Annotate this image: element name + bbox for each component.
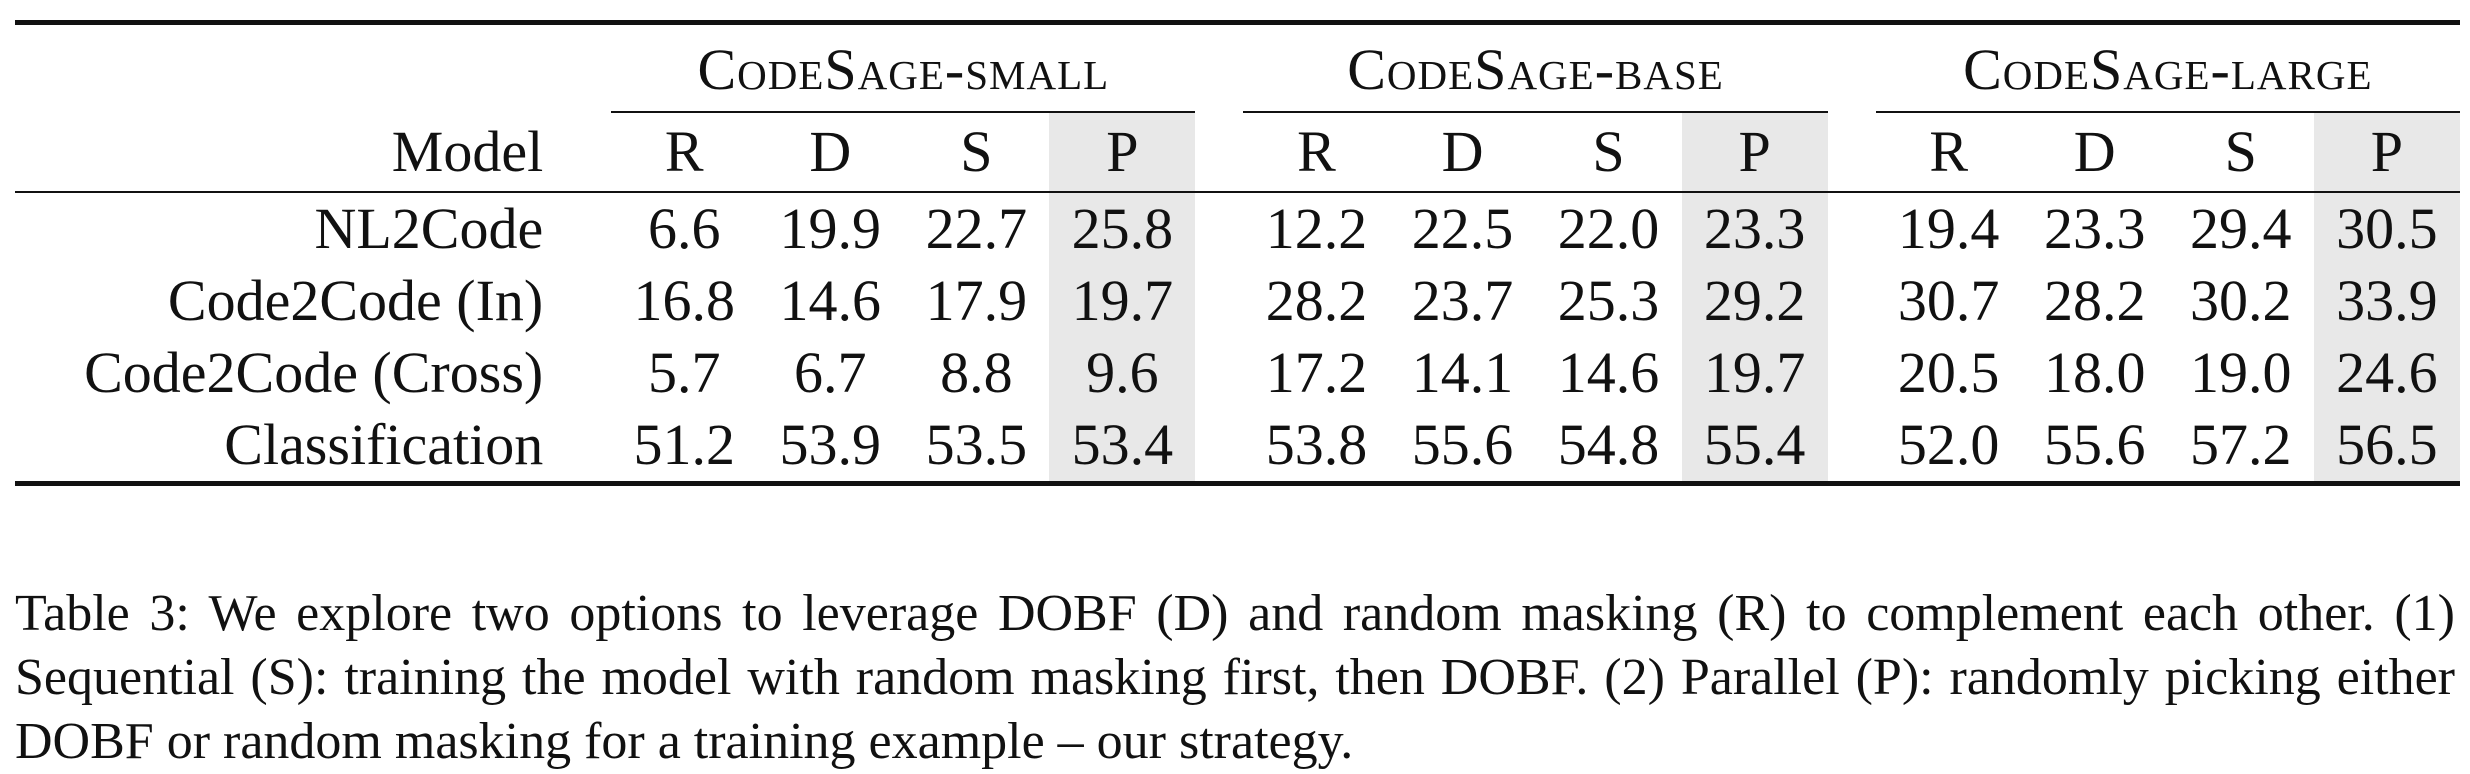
col-header-r: R: [1875, 113, 2022, 193]
table-cell: 23.3: [1681, 192, 1828, 265]
table-cell: 25.8: [1049, 192, 1196, 265]
table-cell: 33.9: [2313, 265, 2460, 337]
table-cell: 17.2: [1265, 340, 1368, 405]
col-header-s: S: [2167, 113, 2314, 193]
table-cell: 24.6: [2313, 337, 2460, 409]
top-rule: [15, 20, 2460, 27]
table-row: Code2Code (Cross) 5.7 6.7 8.8 9.6 17.2 1…: [15, 337, 2460, 409]
table-cell: 22.7: [925, 196, 1028, 261]
row-model-name: Code2Code (Cross): [84, 340, 544, 405]
column-header-row: Model R D S P R D S P R D S P: [15, 113, 2460, 193]
row-model-name: Classification: [224, 412, 544, 477]
col-header-r: R: [1243, 113, 1390, 193]
table-cell: 20.5: [1897, 340, 2000, 405]
table-cell: 14.1: [1411, 340, 1514, 405]
table-cell: 9.6: [1049, 337, 1196, 409]
table-cell: 19.7: [1049, 265, 1196, 337]
table-cell: 55.4: [1681, 409, 1828, 484]
col-header-d: D: [1389, 113, 1536, 193]
group-header-small: CodeSage-small: [611, 25, 1196, 113]
col-header-p: P: [1681, 113, 1828, 193]
model-column-header: Model: [15, 113, 564, 193]
table-cell: 22.5: [1411, 196, 1514, 261]
bottom-rule: [15, 481, 2460, 488]
table-row: Classification 51.2 53.9 53.5 53.4 53.8 …: [15, 409, 2460, 484]
col-header-s: S: [1535, 113, 1682, 193]
results-table: CodeSage-small CodeSage-base CodeSage-la…: [15, 20, 2460, 488]
group-header-row: CodeSage-small CodeSage-base CodeSage-la…: [15, 25, 2460, 113]
table-cell: 55.6: [2043, 412, 2146, 477]
table-cell: 18.0: [2043, 340, 2146, 405]
table-cell: 53.9: [779, 412, 882, 477]
row-model-name: NL2Code: [314, 196, 544, 261]
table-cell: 28.2: [2043, 268, 2146, 333]
col-header-s: S: [903, 113, 1050, 193]
table-cell: 29.4: [2190, 196, 2292, 261]
table-cell: 30.7: [1897, 268, 2000, 333]
table-cell: 8.8: [940, 340, 1013, 405]
table-cell: 22.0: [1557, 196, 1660, 261]
table-cell: 53.8: [1265, 412, 1368, 477]
table-cell: 14.6: [779, 268, 882, 333]
table-cell: 5.7: [648, 340, 721, 405]
col-header-r: R: [611, 113, 758, 193]
table-cell: 14.6: [1557, 340, 1660, 405]
table-cell: 19.9: [779, 196, 882, 261]
table-cell: 52.0: [1897, 412, 2000, 477]
table-caption: Table 3: We explore two options to lever…: [15, 585, 2455, 770]
table-cell: 16.8: [633, 268, 736, 333]
group-header-large: CodeSage-large: [1875, 25, 2460, 113]
col-header-p: P: [1049, 113, 1196, 193]
table-cell: 55.6: [1411, 412, 1514, 477]
table-cell: 23.7: [1411, 268, 1514, 333]
table-cell: 53.5: [925, 412, 1028, 477]
table-cell: 6.7: [794, 340, 867, 405]
col-header-d: D: [2021, 113, 2168, 193]
table-row: Code2Code (In) 16.8 14.6 17.9 19.7 28.2 …: [15, 265, 2460, 337]
col-header-d: D: [757, 113, 904, 193]
table-cell: 19.4: [1897, 196, 2000, 261]
row-model-name: Code2Code (In): [167, 268, 544, 333]
table-cell: 19.0: [2190, 340, 2292, 405]
table-cell: 57.2: [2190, 412, 2292, 477]
group-header-base: CodeSage-base: [1243, 25, 1828, 113]
table-cell: 23.3: [2043, 196, 2146, 261]
results-table-container: CodeSage-small CodeSage-base CodeSage-la…: [15, 20, 2460, 488]
table-cell: 56.5: [2313, 409, 2460, 484]
table-row: NL2Code 6.6 19.9 22.7 25.8 12.2 22.5 22.…: [15, 192, 2460, 265]
table-cell: 28.2: [1265, 268, 1368, 333]
table-cell: 29.2: [1681, 265, 1828, 337]
table-cell: 30.5: [2313, 192, 2460, 265]
table-cell: 6.6: [648, 196, 721, 261]
col-header-p: P: [2313, 113, 2460, 193]
table-cell: 30.2: [2190, 268, 2292, 333]
table-cell: 51.2: [633, 412, 736, 477]
table-cell: 19.7: [1681, 337, 1828, 409]
table-cell: 54.8: [1557, 412, 1660, 477]
table-cell: 25.3: [1557, 268, 1660, 333]
table-cell: 53.4: [1049, 409, 1196, 484]
table-cell: 12.2: [1265, 196, 1368, 261]
table-cell: 17.9: [925, 268, 1028, 333]
